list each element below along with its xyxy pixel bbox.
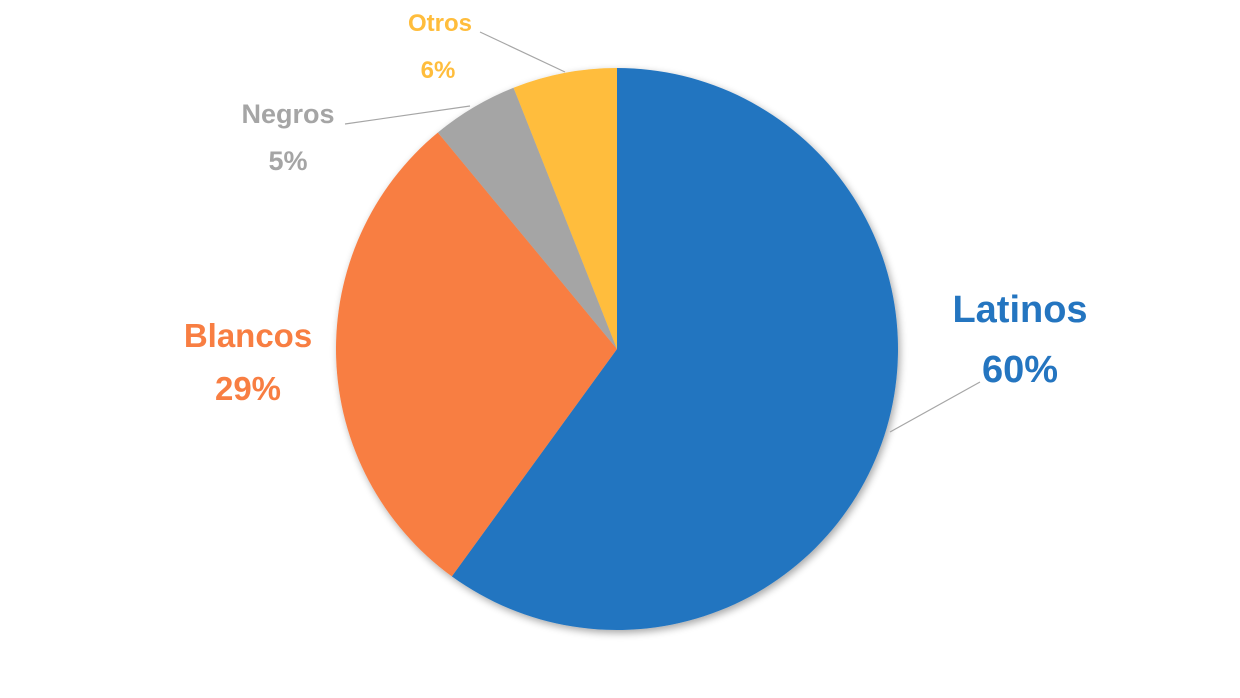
- data-value-otros: 6%: [421, 57, 456, 84]
- pie-slice-otros: [513, 68, 617, 349]
- leader-line-negros: [344, 105, 471, 125]
- leader-line-otros: [479, 31, 566, 73]
- pie-slice-negros: [437, 87, 617, 349]
- data-label-latinos: Latinos: [952, 289, 1087, 331]
- data-label-negros: Negros: [241, 99, 334, 129]
- leader-line-latinos: [889, 381, 981, 433]
- pie-slice-blancos: [335, 132, 617, 577]
- data-value-latinos: 60%: [982, 349, 1058, 391]
- data-label-blancos: Blancos: [184, 317, 312, 354]
- data-value-negros: 5%: [268, 146, 307, 176]
- data-label-otros: Otros: [408, 10, 472, 37]
- pie-slice-latinos: [451, 68, 899, 630]
- data-value-blancos: 29%: [215, 370, 281, 407]
